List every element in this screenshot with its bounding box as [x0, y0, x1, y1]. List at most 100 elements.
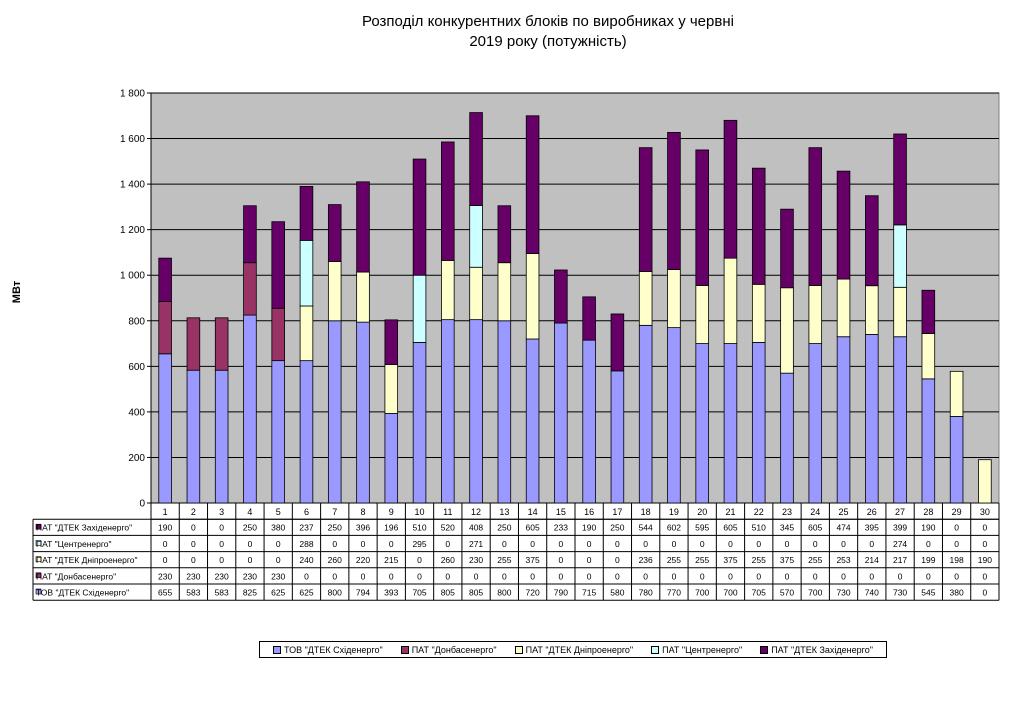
table-cell: 0 — [417, 571, 422, 581]
y-tick-label: 600 — [128, 362, 145, 373]
bar-segment — [327, 261, 342, 322]
table-cell: 0 — [332, 571, 337, 581]
table-cell: 0 — [841, 571, 846, 581]
bar-segment — [780, 287, 794, 374]
table-cell: 602 — [667, 523, 681, 533]
bar-segment — [299, 305, 314, 362]
bar-segment — [384, 364, 399, 414]
y-tick-label: 400 — [128, 407, 145, 418]
bar-segment — [780, 208, 794, 289]
x-tick-label: 19 — [669, 507, 679, 517]
legend-label: ПАТ "ДТЕК Західенерго" — [771, 644, 873, 655]
table-cell: 0 — [615, 539, 620, 549]
table-cell: 520 — [441, 523, 455, 533]
table-cell: 395 — [865, 523, 879, 533]
table-cell: 0 — [587, 555, 592, 565]
table-cell: 0 — [445, 539, 450, 549]
table-cell: 0 — [191, 523, 196, 533]
bar-segment — [186, 317, 201, 371]
bar-segment — [808, 285, 823, 344]
x-tick-label: 12 — [471, 507, 481, 517]
bar-segment — [667, 269, 681, 329]
bar-segment — [412, 342, 427, 504]
y-tick-label: 0 — [139, 499, 145, 510]
table-cell: 0 — [869, 571, 874, 581]
x-tick-label: 18 — [641, 507, 651, 517]
y-tick-label: 800 — [128, 316, 145, 327]
table-cell: 0 — [869, 539, 874, 549]
table-cell: 215 — [384, 555, 398, 565]
legend-label: ПАТ "ДТЕК Дніпроенерго" — [525, 644, 634, 655]
table-cell: 0 — [530, 571, 535, 581]
table-cell: 230 — [271, 571, 285, 581]
bar-segment — [243, 205, 257, 264]
x-tick-label: 27 — [895, 507, 905, 517]
bar-segment — [497, 205, 512, 264]
bar-segment — [893, 286, 907, 338]
bar-segment — [978, 459, 992, 504]
table-cell: 190 — [582, 523, 596, 533]
table-cell: 260 — [328, 555, 342, 565]
table-cell: 274 — [893, 539, 907, 549]
bar-segment — [441, 319, 455, 504]
x-tick-label: 15 — [556, 507, 566, 517]
bar-segment — [356, 181, 370, 273]
bar-segment — [751, 283, 766, 343]
x-tick-label: 1 — [163, 507, 168, 517]
bar-segment — [723, 343, 738, 504]
table-cell: 271 — [469, 539, 483, 549]
table-cell: 0 — [530, 539, 535, 549]
table-cell: 0 — [587, 539, 592, 549]
bar-segment — [299, 239, 314, 307]
table-cell: 720 — [526, 588, 540, 598]
legend-label: ТОВ "ДТЕК Східенерго" — [284, 644, 383, 655]
x-tick-label: 3 — [219, 507, 224, 517]
bar-segment — [469, 266, 483, 321]
x-tick-label: 30 — [980, 507, 990, 517]
table-cell: 345 — [780, 523, 794, 533]
bar-segment — [780, 372, 794, 504]
table-cell: 0 — [982, 539, 987, 549]
table-cell: 399 — [893, 523, 907, 533]
legend-label: ПАТ "Донбасенерго" — [411, 644, 497, 655]
x-tick-label: 6 — [304, 507, 309, 517]
table-cell: 605 — [526, 523, 540, 533]
legend-item: ПАТ "Донбасенерго" — [400, 644, 497, 655]
bar-segment — [497, 320, 512, 504]
bar-segment — [186, 369, 201, 504]
table-cell: 250 — [610, 523, 624, 533]
table-cell: 214 — [865, 555, 879, 565]
bar-segment — [271, 307, 285, 362]
table-cell: 700 — [723, 588, 737, 598]
legend-item: ПАТ "ДТЕК Дніпроенерго" — [514, 644, 634, 655]
x-tick-label: 14 — [528, 507, 538, 517]
x-tick-label: 2 — [191, 507, 196, 517]
bar-segment — [836, 336, 851, 504]
table-cell: 0 — [926, 571, 931, 581]
table-cell: 0 — [756, 571, 761, 581]
table-cell: 0 — [728, 539, 733, 549]
bar-segment — [327, 320, 342, 504]
table-cell: 0 — [558, 571, 563, 581]
table-cell: 0 — [756, 539, 761, 549]
table-cell: 0 — [276, 539, 281, 549]
bar-segment — [214, 369, 229, 504]
table-cell: 288 — [299, 539, 313, 549]
x-tick-label: 23 — [782, 507, 792, 517]
table-cell: 794 — [356, 588, 370, 598]
bar-segment — [695, 343, 709, 504]
table-cell: 253 — [836, 555, 850, 565]
table-cell: 583 — [186, 588, 200, 598]
table-cell: 705 — [752, 588, 766, 598]
x-tick-label: 13 — [499, 507, 509, 517]
table-cell: 250 — [243, 523, 257, 533]
x-tick-label: 9 — [389, 507, 394, 517]
table-cell: 0 — [785, 539, 790, 549]
bar-segment — [525, 253, 540, 340]
y-tick-label: 1 000 — [120, 271, 145, 282]
bar-segment — [610, 370, 625, 504]
table-cell: 0 — [954, 523, 959, 533]
table-cell: 375 — [780, 555, 794, 565]
bar-segment — [865, 334, 879, 504]
